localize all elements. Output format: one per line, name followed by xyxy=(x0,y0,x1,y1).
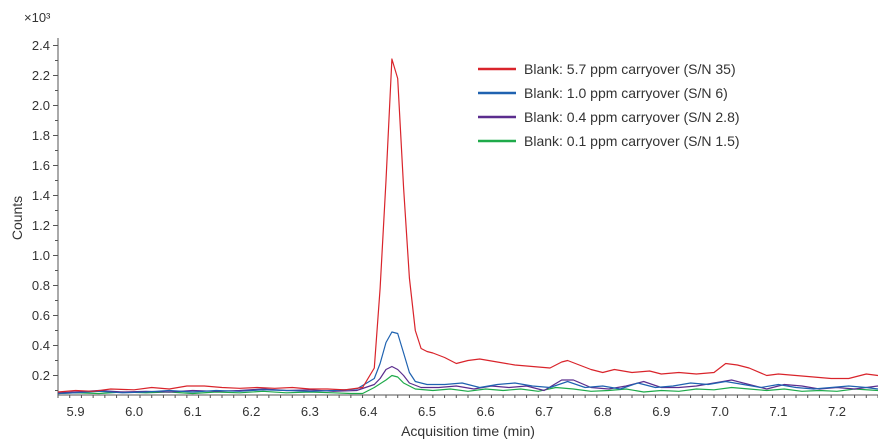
x-axis-title: Acquisition time (min) xyxy=(401,423,535,439)
x-tick-label: 7.2 xyxy=(828,404,846,419)
legend-label-0: Blank: 5.7 ppm carryover (S/N 35) xyxy=(524,61,736,77)
y-tick-label: 0.6 xyxy=(32,308,50,323)
x-tick-label: 6.8 xyxy=(594,404,612,419)
x-tick-label: 6.4 xyxy=(359,404,377,419)
y-tick-label: 1.0 xyxy=(32,248,50,263)
series-line-3 xyxy=(57,374,878,395)
y-tick-label: 1.2 xyxy=(32,218,50,233)
x-tick-label: 7.1 xyxy=(769,404,787,419)
y-tick-label: 0.2 xyxy=(32,368,50,383)
x-tick-label: 6.1 xyxy=(184,404,202,419)
y-tick-label: 2.4 xyxy=(32,38,50,53)
y-tick-label: 1.4 xyxy=(32,188,50,203)
x-tick-label: 6.7 xyxy=(535,404,553,419)
x-tick-label: 7.0 xyxy=(711,404,729,419)
y-tick-label: 1.8 xyxy=(32,128,50,143)
y-tick-label: 0.4 xyxy=(32,338,50,353)
x-tick-label: 6.0 xyxy=(125,404,143,419)
y-tick-label: 1.6 xyxy=(32,158,50,173)
x-tick-label: 5.9 xyxy=(67,404,85,419)
series-line-0 xyxy=(57,58,878,393)
plot-lines xyxy=(57,58,878,395)
legend-label-3: Blank: 0.1 ppm carryover (S/N 1.5) xyxy=(524,133,740,149)
x-tick-label: 6.2 xyxy=(242,404,260,419)
x-tick-label: 6.5 xyxy=(418,404,436,419)
x-tick-label: 6.6 xyxy=(477,404,495,419)
y-axis-title: Counts xyxy=(9,196,25,240)
y-tick-label: 2.0 xyxy=(32,98,50,113)
legend-label-1: Blank: 1.0 ppm carryover (S/N 6) xyxy=(524,85,728,101)
x-tick-label: 6.9 xyxy=(652,404,670,419)
series-line-1 xyxy=(57,331,878,395)
legend: Blank: 5.7 ppm carryover (S/N 35) Blank: … xyxy=(478,61,740,149)
axes: 0.2 0.4 0.6 0.8 1.0 1.2 1.4 1.6 1.8 2.0 2.2 2.4 5.9 6… xyxy=(32,38,878,419)
y-tick-label: 0.8 xyxy=(32,278,50,293)
y-tick-label: 2.2 xyxy=(32,68,50,83)
x-tick-label: 6.3 xyxy=(301,404,319,419)
legend-label-2: Blank: 0.4 ppm carryover (S/N 2.8) xyxy=(524,109,740,125)
y-multiplier-label: ×10³ xyxy=(24,10,51,25)
